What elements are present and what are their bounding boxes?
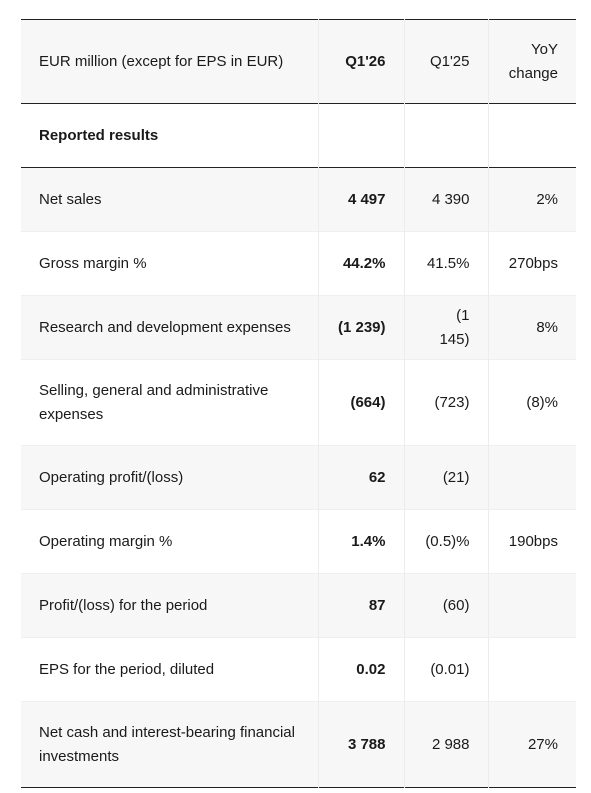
table-row: Operating profit/(loss) 62 (21) [21, 445, 576, 510]
table-body: Reported results Net sales 4 497 4 390 2… [21, 103, 576, 788]
section-row: Reported results [21, 103, 576, 168]
row-prior-value: 2 988 [404, 701, 489, 788]
row-prior-value: (0.5)% [404, 509, 489, 574]
row-prior-value: 4 390 [404, 167, 489, 232]
row-label: Gross margin % [21, 231, 319, 296]
table-row: Profit/(loss) for the period 87 (60) [21, 573, 576, 638]
section-empty-cell [404, 103, 489, 168]
row-current-value: 3 788 [318, 701, 405, 788]
table-row: Operating margin % 1.4% (0.5)% 190bps [21, 509, 576, 574]
row-yoy-change: (8)% [526, 393, 558, 411]
row-yoy-change [488, 574, 576, 638]
row-label: EPS for the period, diluted [21, 637, 319, 702]
row-label: Operating profit/(loss) [21, 445, 319, 510]
table-row: Selling, general and administrative expe… [21, 359, 576, 446]
row-prior-value: 41.5% [404, 231, 489, 296]
row-label: Profit/(loss) for the period [21, 573, 319, 638]
row-label: Net cash and interest-bearing financial … [21, 701, 319, 788]
row-prior-value: (60) [404, 573, 489, 638]
row-current-value: (664) [318, 359, 405, 446]
row-current-value: 0.02 [318, 637, 405, 702]
row-prior-value: (0.01) [404, 637, 489, 702]
table-row: Gross margin % 44.2% 41.5% 270bps [21, 231, 576, 296]
financial-results-table: EUR million (except for EPS in EUR) Q1'2… [21, 19, 576, 788]
row-yoy-change [488, 638, 576, 702]
row-yoy-change: 27% [527, 735, 558, 753]
table-row: Research and development expenses (1 239… [21, 295, 576, 360]
row-current-value: (1 239) [318, 295, 405, 360]
table-row: Net sales 4 497 4 390 2% [21, 167, 576, 232]
table-header: EUR million (except for EPS in EUR) Q1'2… [21, 19, 576, 104]
header-prior-period: Q1'25 [404, 19, 489, 104]
row-label: Net sales [21, 167, 319, 232]
financial-results-table-container: EUR million (except for EPS in EUR) Q1'2… [21, 19, 576, 788]
row-yoy-change: 270bps [508, 254, 558, 272]
row-yoy-change: 8% [536, 318, 558, 336]
row-current-value: 62 [318, 445, 405, 510]
row-yoy-change [488, 446, 576, 510]
section-title: Reported results [21, 103, 319, 168]
row-prior-value: (723) [404, 359, 489, 446]
header-row: EUR million (except for EPS in EUR) Q1'2… [21, 19, 576, 104]
row-current-value: 1.4% [318, 509, 405, 574]
row-label: Selling, general and administrative expe… [21, 359, 319, 446]
section-empty-cell [318, 103, 405, 168]
row-yoy-change: 190bps [508, 532, 558, 550]
row-prior-value: (21) [404, 445, 489, 510]
row-current-value: 87 [318, 573, 405, 638]
section-empty-cell [488, 104, 576, 168]
header-yoy-change: YoY change [508, 40, 558, 82]
table-row: EPS for the period, diluted 0.02 (0.01) [21, 637, 576, 702]
row-label: Research and development expenses [21, 295, 319, 360]
row-label: Operating margin % [21, 509, 319, 574]
row-current-value: 44.2% [318, 231, 405, 296]
row-prior-value: (1 145) [404, 295, 489, 360]
header-label: EUR million (except for EPS in EUR) [21, 19, 319, 104]
row-yoy-change: 2% [536, 190, 558, 208]
table-row: Net cash and interest-bearing financial … [21, 701, 576, 788]
header-current-period: Q1'26 [318, 19, 405, 104]
row-current-value: 4 497 [318, 167, 405, 232]
